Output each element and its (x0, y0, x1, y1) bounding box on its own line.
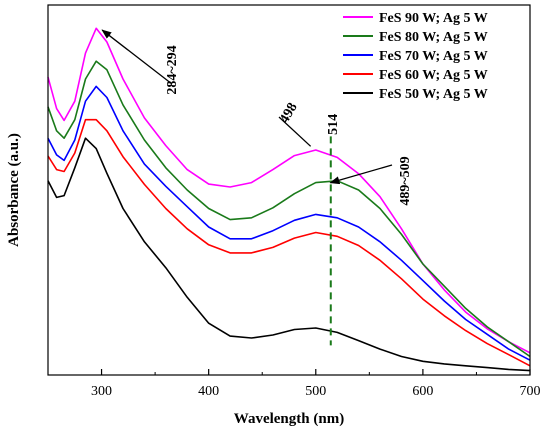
reference-line-layer: 514 (326, 114, 341, 346)
series-line-1 (47, 27, 531, 354)
legend-label-1: FeS 90 W; Ag 5 W (379, 11, 488, 26)
series-line-3 (47, 85, 531, 361)
legend: FeS 90 W; Ag 5 W FeS 80 W; Ag 5 W FeS 70 W… (343, 11, 488, 102)
series-layer (47, 27, 531, 372)
series-line-2 (47, 60, 531, 358)
annotation-label-3: 489~509 (398, 156, 413, 205)
x-ticks: 300 400 500 600 700 (47, 369, 541, 399)
series-line-5 (47, 137, 531, 372)
legend-label-3: FeS 70 W; Ag 5 W (379, 49, 488, 64)
annotation-arrow-3 (329, 164, 393, 185)
annotation-arrow-1 (101, 29, 173, 85)
x-tick-label: 500 (305, 384, 326, 399)
reference-line-label: 514 (326, 114, 341, 135)
x-tick-label: 700 (520, 384, 541, 399)
legend-label-4: FeS 60 W; Ag 5 W (379, 68, 488, 83)
x-tick-label: 600 (412, 384, 433, 399)
plot-frame (47, 4, 531, 376)
legend-label-2: FeS 80 W; Ag 5 W (379, 30, 488, 45)
legend-label-5: FeS 50 W; Ag 5 W (379, 87, 488, 102)
x-axis-title: Wavelength (nm) (234, 411, 344, 427)
annotation-label-1: 284~294 (165, 45, 180, 94)
annotations: 284~294 498 489~509 (101, 29, 413, 206)
annotation-line-2 (278, 116, 312, 147)
x-tick-label: 300 (91, 384, 112, 399)
y-axis-title: Absorbance (a.u.) (6, 133, 22, 247)
x-tick-label: 400 (198, 384, 219, 399)
annotation-label-2: 498 (277, 100, 300, 126)
series-line-4 (47, 118, 531, 367)
